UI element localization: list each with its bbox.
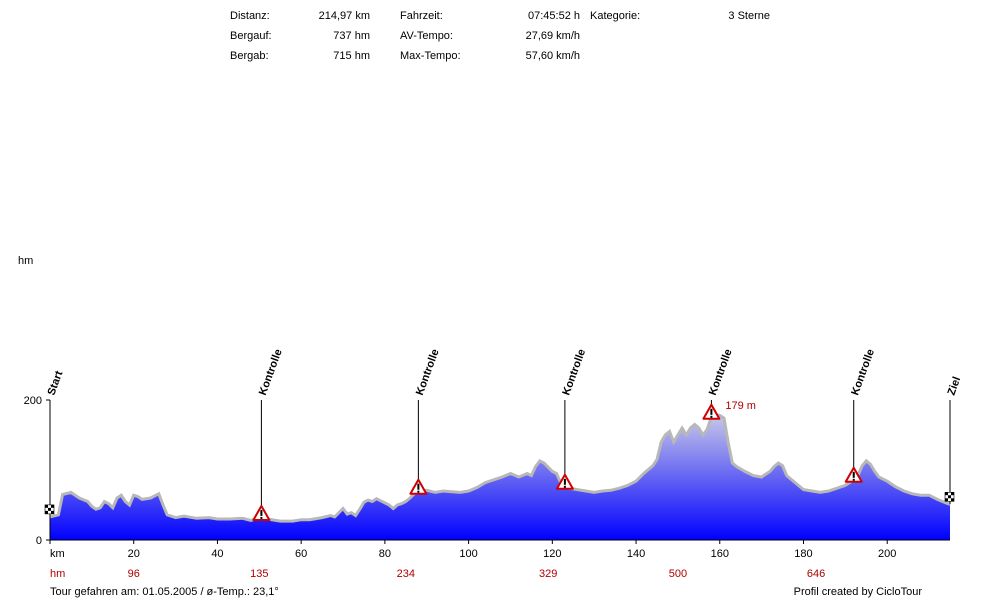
flag-square [51,507,54,511]
stats-column-1: Distanz: 214,97 km Bergauf: 737 hm Berga… [230,6,370,66]
flag-square [948,498,951,502]
flag-square [951,498,954,502]
x-tick-label: 140 [627,548,645,560]
warning-bar [417,483,420,490]
warning-dot [563,485,566,488]
x-tick-label: 40 [211,548,223,560]
stat-descent: Bergab: 715 hm [230,46,370,66]
hm-row-value: 500 [669,568,687,580]
stat-label: Bergab: [230,50,269,62]
warning-icon [555,473,574,490]
stat-value: 27,69 km/h [525,30,580,42]
flag-square [945,498,948,502]
warning-bar [563,478,566,485]
flag-square [948,492,951,496]
stat-avg-speed: AV-Tempo: 27,69 km/h [400,26,580,46]
marker-label: Kontrolle [414,348,442,397]
hm-row-label: hm [50,568,65,580]
stat-label: Max-Tempo: [400,50,461,62]
checkered-flag-icon [944,491,955,502]
y-axis-label: hm [18,255,33,267]
stat-value: 214,97 km [318,10,370,22]
x-tick-label: 120 [543,548,561,560]
flag-square [951,492,954,496]
stat-distance: Distanz: 214,97 km [230,6,370,26]
marker-label: Kontrolle [707,348,735,397]
warning-dot [260,516,263,519]
marker-label: Kontrolle [257,348,285,397]
warning-icon [409,478,428,495]
x-tick-label: 180 [794,548,812,560]
marker-label: Start [46,369,66,397]
warning-dot [417,490,420,493]
marker-label: Ziel [946,375,964,397]
flag-square [51,510,54,514]
stat-value: 715 hm [333,50,370,62]
warning-bar [260,509,263,516]
flag-square [951,495,954,499]
flag-square [945,495,948,499]
warning-bar [852,471,855,478]
flag-square [51,504,54,508]
stat-ride-time: Fahrzeit: 07:45:52 h [400,6,580,26]
warning-bar [710,408,713,415]
stat-category: Kategorie: 3 Sterne [590,6,770,26]
marker-label: Kontrolle [560,348,588,397]
flag-square [948,495,951,499]
x-tick-label: 60 [295,548,307,560]
footer-credit: Profil created by CicloTour [793,586,922,598]
hm-row-value: 96 [128,568,140,580]
stat-label: Kategorie: [590,10,641,22]
stat-label: Fahrzeit: [400,10,443,22]
flag-border [44,504,55,515]
x-tick-label: 160 [711,548,729,560]
flag-square [45,504,48,508]
footer-tour-info: Tour gefahren am: 01.05.2005 / ø-Temp.: … [50,586,279,598]
warning-icon [252,504,271,521]
max-elevation-label: 179 m [725,400,756,412]
flag-square [945,492,948,496]
x-axis-label: km [50,548,65,560]
warning-icon [702,403,721,420]
stat-max-speed: Max-Tempo: 57,60 km/h [400,46,580,66]
flag-square [48,507,51,511]
flag-square [48,510,51,514]
stat-value: 3 Sterne [728,10,770,22]
flag-square [45,507,48,511]
stat-label: Bergauf: [230,30,272,42]
y-tick-label: 200 [24,395,42,407]
hm-row-value: 646 [807,568,825,580]
stat-ascent: Bergauf: 737 hm [230,26,370,46]
flag-square [45,510,48,514]
warning-dot [852,478,855,481]
stat-value: 57,60 km/h [525,50,580,62]
hm-row-value: 234 [397,568,415,580]
y-tick-label: 0 [36,535,42,547]
warning-dot [710,415,713,418]
hm-row-value: 329 [539,568,557,580]
flag-border [944,491,955,502]
x-tick-label: 100 [459,548,477,560]
flag-square [48,504,51,508]
x-tick-label: 20 [128,548,140,560]
hm-row-value: 135 [250,568,268,580]
stat-value: 07:45:52 h [528,10,580,22]
stat-label: AV-Tempo: [400,30,453,42]
elevation-area [50,414,950,540]
elevation-outline [49,413,951,523]
checkered-flag-icon [44,504,55,515]
marker-label: Kontrolle [849,348,877,397]
x-tick-label: 200 [878,548,896,560]
stat-value: 737 hm [333,30,370,42]
x-tick-label: 80 [379,548,391,560]
stats-column-3: Kategorie: 3 Sterne [590,6,770,26]
warning-icon [844,466,863,483]
stats-column-2: Fahrzeit: 07:45:52 h AV-Tempo: 27,69 km/… [400,6,580,66]
stat-label: Distanz: [230,10,270,22]
